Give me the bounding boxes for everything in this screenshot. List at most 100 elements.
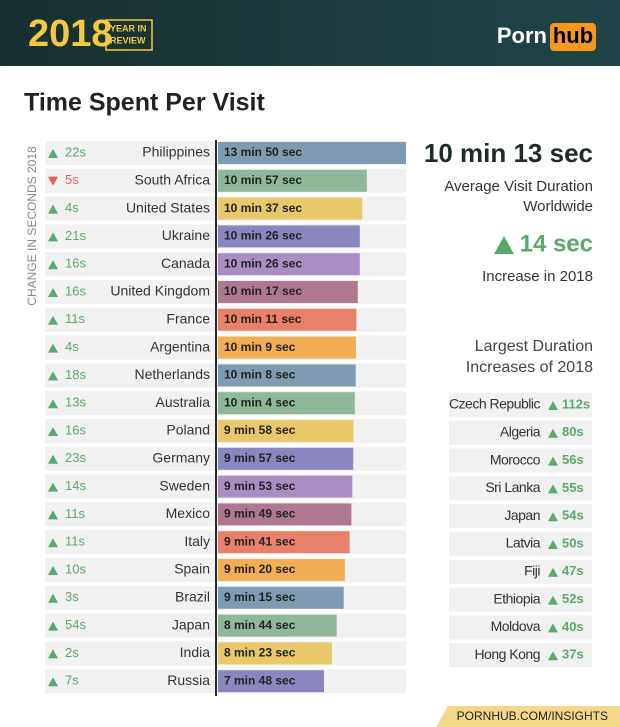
bar-label: 10 min 26 sec bbox=[224, 256, 302, 270]
change-label: 52s bbox=[562, 591, 584, 606]
up-arrow bbox=[548, 567, 558, 577]
footer: PORNHUB.COM/INSIGHTS bbox=[457, 709, 608, 723]
country: Sri Lanka bbox=[485, 479, 540, 495]
up-arrow bbox=[494, 236, 514, 254]
up-arrow bbox=[548, 512, 558, 522]
bar-label: 7 min 48 sec bbox=[224, 673, 296, 687]
up-arrow bbox=[48, 454, 58, 464]
up-arrow bbox=[48, 371, 58, 381]
up-arrow bbox=[48, 343, 58, 353]
change-label: 47s bbox=[562, 563, 584, 578]
bar-label: 9 min 20 sec bbox=[224, 562, 296, 576]
country: Japan bbox=[172, 616, 210, 632]
change-label: 3s bbox=[65, 589, 79, 604]
country: Philippines bbox=[142, 144, 210, 160]
change-label: 22s bbox=[65, 144, 86, 159]
up-arrow bbox=[548, 428, 558, 438]
change-label: 54s bbox=[562, 508, 584, 523]
bar-label: 10 min 11 sec bbox=[224, 312, 302, 326]
bar-label: 10 min 57 sec bbox=[224, 173, 302, 187]
country: Spain bbox=[174, 561, 210, 577]
bar-label: 9 min 41 sec bbox=[224, 534, 296, 548]
change-label: 80s bbox=[562, 424, 584, 439]
bar-label: 10 min 4 sec bbox=[224, 395, 296, 409]
bar-label: 10 min 8 sec bbox=[224, 368, 296, 382]
up-arrow bbox=[548, 456, 558, 466]
country: India bbox=[180, 644, 211, 660]
up-arrow bbox=[48, 315, 58, 325]
country: United Kingdom bbox=[110, 283, 210, 299]
bar bbox=[218, 670, 325, 693]
change-label: 11s bbox=[65, 311, 85, 326]
bar-label: 9 min 15 sec bbox=[224, 590, 296, 604]
up-arrow bbox=[48, 621, 58, 631]
badge-box bbox=[105, 19, 153, 51]
increase-list: Czech Republic 112s Algeria 80s Morocco 56s Sr… bbox=[449, 393, 592, 668]
country: Sweden bbox=[159, 477, 210, 493]
country: France bbox=[166, 311, 210, 327]
bar-label: 10 min 37 sec bbox=[224, 201, 302, 215]
bar bbox=[218, 614, 337, 637]
year: 2018 bbox=[28, 13, 113, 55]
bar-label: 10 min 26 sec bbox=[224, 229, 302, 243]
bar bbox=[218, 225, 360, 248]
country: Australia bbox=[156, 394, 211, 410]
country: Latvia bbox=[506, 535, 541, 551]
row-bg bbox=[449, 448, 592, 473]
up-arrow bbox=[48, 649, 58, 659]
country: Argentina bbox=[150, 338, 210, 354]
bar bbox=[218, 169, 367, 192]
bar bbox=[218, 447, 354, 470]
change-label: 56s bbox=[562, 452, 584, 467]
list-title: Increases of 2018 bbox=[466, 359, 593, 376]
bar-label: 10 min 9 sec bbox=[224, 340, 296, 354]
change-label: 5s bbox=[65, 172, 79, 187]
country: Germany bbox=[152, 450, 210, 466]
bar bbox=[218, 642, 332, 665]
up-arrow bbox=[48, 482, 58, 492]
bar bbox=[218, 475, 353, 498]
change-label: 16s bbox=[65, 256, 86, 271]
footer-bg bbox=[436, 706, 620, 727]
bar bbox=[218, 392, 355, 415]
rows: 13 min 50 sec Philippines 22s 10 min 57 sec… bbox=[45, 141, 406, 694]
country: South Africa bbox=[135, 172, 211, 188]
change-label: 14s bbox=[65, 478, 86, 493]
bar bbox=[218, 364, 356, 387]
bar-label: 10 min 17 sec bbox=[224, 284, 302, 298]
row-bg bbox=[449, 393, 592, 417]
country: Ethiopia bbox=[493, 590, 540, 606]
country: Netherlands bbox=[135, 366, 211, 382]
country: Czech Republic bbox=[449, 396, 541, 412]
bar bbox=[218, 197, 363, 220]
country: Algeria bbox=[500, 424, 541, 440]
increase-label: Increase in 2018 bbox=[482, 268, 593, 285]
badge-text: REVIEW bbox=[110, 35, 146, 45]
change-label: 11s bbox=[65, 506, 85, 521]
country: Moldova bbox=[491, 618, 541, 634]
country: Japan bbox=[504, 507, 540, 523]
bar-label: 9 min 49 sec bbox=[224, 507, 296, 521]
change-label: 40s bbox=[562, 619, 584, 634]
chart-title: Time Spent Per Visit bbox=[24, 89, 266, 117]
up-arrow bbox=[548, 651, 558, 661]
down-arrow bbox=[48, 176, 58, 186]
up-arrow bbox=[48, 593, 58, 603]
country: United States bbox=[126, 199, 210, 215]
change-label: 37s bbox=[562, 647, 584, 662]
change-label: 18s bbox=[65, 367, 86, 382]
change-label: 16s bbox=[65, 283, 86, 298]
bar bbox=[218, 142, 406, 164]
change-label: 112s bbox=[562, 396, 590, 411]
average: 10 min 13 sec bbox=[424, 138, 593, 168]
bar-label: 8 min 23 sec bbox=[224, 646, 296, 660]
country: Hong Kong bbox=[474, 646, 540, 662]
up-arrow bbox=[48, 288, 58, 297]
average-label: Average Visit Duration bbox=[444, 178, 593, 195]
up-arrow bbox=[48, 566, 58, 575]
change-label: 13s bbox=[65, 395, 86, 410]
up-arrow bbox=[548, 540, 558, 549]
average-label: Worldwide bbox=[523, 198, 593, 215]
bar-label: 8 min 44 sec bbox=[224, 618, 296, 632]
